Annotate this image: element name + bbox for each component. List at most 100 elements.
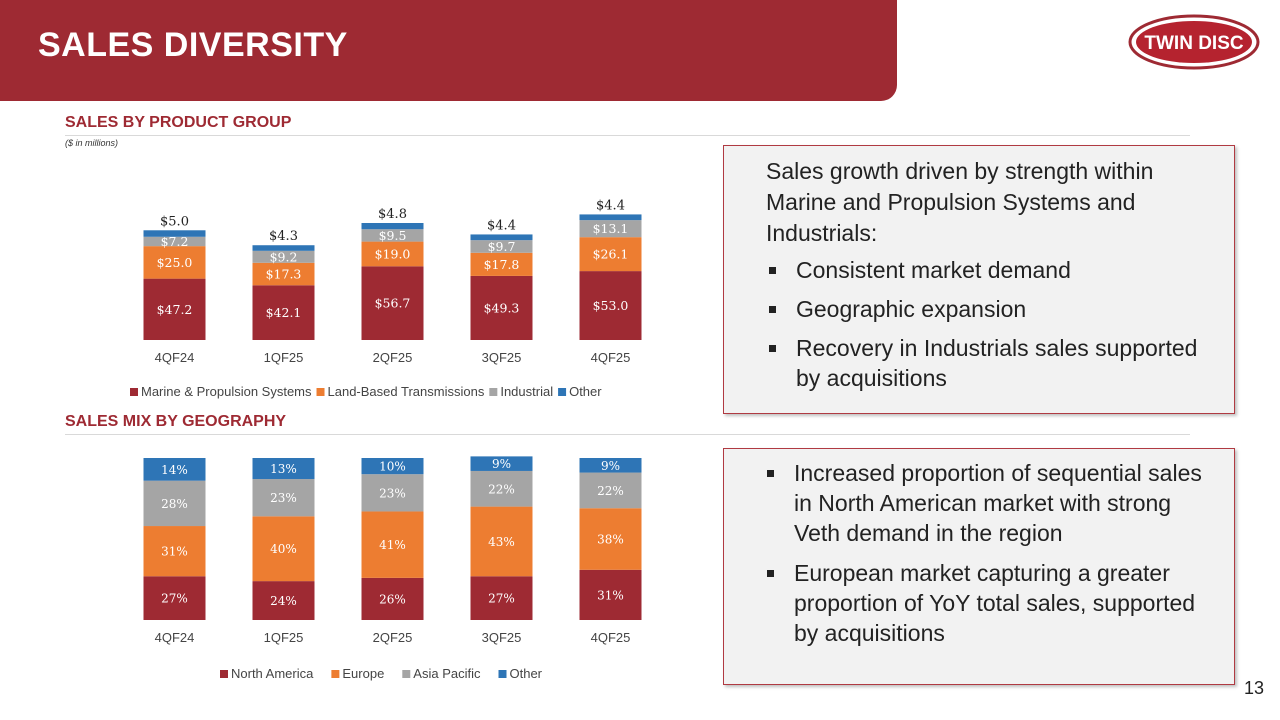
bar-2QF25-other [361, 223, 424, 230]
bar-3QF25-land-based-transmissions [470, 252, 533, 276]
bar-3QF25-other [470, 456, 533, 471]
geography-title: SALES MIX BY GEOGRAPHY [65, 413, 287, 430]
bar-2QF25-asia-pacific [361, 474, 424, 512]
x-tick-label: 4QF24 [155, 630, 195, 645]
x-tick-label: 1QF25 [264, 630, 304, 645]
data-label: $5.0 [160, 214, 189, 229]
callout-bullet: Consistent market demand [766, 255, 1214, 285]
data-label: 10% [379, 460, 406, 474]
legend-swatch [498, 670, 507, 678]
data-label: 41% [379, 538, 406, 552]
data-label: $26.1 [593, 247, 629, 262]
legend-swatch [130, 388, 138, 396]
data-label: $4.3 [269, 229, 298, 244]
legend-label: Asia Pacific [413, 666, 481, 681]
data-label: $4.4 [596, 198, 625, 213]
data-label: 27% [161, 592, 188, 606]
data-label: 23% [379, 486, 406, 500]
bar-2QF25-north-america [361, 577, 424, 620]
legend-swatch [220, 670, 228, 678]
data-label: 27% [488, 592, 515, 606]
bar-4QF24-industrial [143, 236, 206, 247]
data-label: $25.0 [157, 255, 193, 270]
twin-disc-logo: TWIN DISC [1128, 14, 1260, 70]
bar-4QF25-europe [579, 508, 642, 570]
callout-bullet: Geographic expansion [766, 294, 1214, 324]
data-label: $19.0 [375, 246, 411, 261]
data-label: 31% [161, 545, 188, 559]
data-label: 26% [379, 592, 406, 606]
bar-3QF25-europe [470, 506, 533, 577]
legend-swatch [402, 670, 411, 678]
data-label: $53.0 [593, 298, 629, 313]
bar-2QF25-other [361, 458, 424, 475]
x-tick-label: 4QF25 [591, 350, 631, 365]
bar-4QF24-other [143, 458, 206, 481]
bar-4QF25-asia-pacific [579, 472, 642, 509]
x-tick-label: 2QF25 [373, 350, 413, 365]
bar-1QF25-asia-pacific [252, 479, 315, 517]
bar-4QF24-marine-propulsion-systems [143, 278, 206, 340]
header-banner: SALES DIVERSITY [0, 0, 897, 101]
data-label: $9.5 [379, 228, 407, 243]
data-label: $4.4 [487, 218, 516, 233]
x-tick-label: 3QF25 [482, 350, 522, 365]
data-label: 9% [601, 459, 620, 473]
legend-swatch [316, 388, 325, 396]
x-tick-label: 1QF25 [264, 350, 304, 365]
product-group-callout: Sales growth driven by strength within M… [723, 145, 1235, 414]
data-label: 24% [270, 594, 297, 608]
bar-3QF25-industrial [470, 240, 533, 253]
geography-chart: 27% 31% 28% 14% 4QF24 24% 40% 23% 13% 1QF25 26% 41%… [143, 456, 642, 681]
data-label: 22% [597, 484, 624, 498]
bar-1QF25-land-based-transmissions [252, 262, 315, 286]
bar-2QF25-land-based-transmissions [361, 241, 424, 267]
divider [65, 434, 1190, 435]
legend-label: North America [231, 666, 314, 681]
bar-4QF25-other [579, 458, 642, 473]
bar-4QF24-europe [143, 526, 206, 577]
bar-4QF25-industrial [579, 220, 642, 238]
bar-4QF25-marine-propulsion-systems [579, 271, 642, 340]
bar-1QF25-other [252, 245, 315, 251]
data-label: 13% [270, 462, 297, 476]
bar-4QF25-north-america [579, 569, 642, 620]
legend-label: Land-Based Transmissions [328, 384, 485, 399]
bar-2QF25-marine-propulsion-systems [361, 266, 424, 340]
data-label: 40% [270, 542, 297, 556]
bar-3QF25-other [470, 234, 533, 241]
data-label: $7.2 [161, 234, 189, 249]
data-label: 9% [492, 457, 511, 471]
svg-text:TWIN DISC: TWIN DISC [1144, 33, 1243, 54]
data-label: $42.1 [266, 305, 302, 320]
bar-2QF25-industrial [361, 229, 424, 242]
bar-1QF25-europe [252, 516, 315, 582]
divider [65, 135, 1190, 136]
x-tick-label: 3QF25 [482, 630, 522, 645]
bar-2QF25-europe [361, 511, 424, 578]
data-label: 28% [161, 497, 188, 511]
callout-lead: Sales growth driven by strength within M… [766, 158, 1154, 246]
x-tick-label: 4QF25 [591, 630, 631, 645]
data-label: 38% [597, 533, 624, 547]
bar-3QF25-asia-pacific [470, 470, 533, 507]
bar-3QF25-north-america [470, 576, 533, 620]
legend-label: Marine & Propulsion Systems [141, 384, 312, 399]
legend-label: Europe [342, 666, 384, 681]
data-label: $56.7 [375, 296, 411, 311]
callout-bullet: Increased proportion of sequential sales… [764, 458, 1214, 548]
data-label: 22% [488, 482, 515, 496]
product-group-chart: $47.2 $25.0 $7.2 $5.0 4QF24 $42.1 $17.3 $9.2 $4.… [130, 198, 642, 399]
x-tick-label: 4QF24 [155, 350, 195, 365]
product-group-subtitle: ($ in millions) [65, 138, 119, 148]
data-label: 43% [488, 535, 515, 549]
bar-4QF24-asia-pacific [143, 480, 206, 527]
bar-1QF25-marine-propulsion-systems [252, 285, 315, 340]
bar-4QF25-land-based-transmissions [579, 237, 642, 272]
data-label: $13.1 [593, 221, 629, 236]
data-label: $4.8 [378, 207, 407, 222]
data-label: $9.2 [270, 249, 298, 264]
legend-label: Other [569, 384, 602, 399]
bar-4QF24-land-based-transmissions [143, 246, 206, 279]
bar-1QF25-other [252, 458, 315, 480]
